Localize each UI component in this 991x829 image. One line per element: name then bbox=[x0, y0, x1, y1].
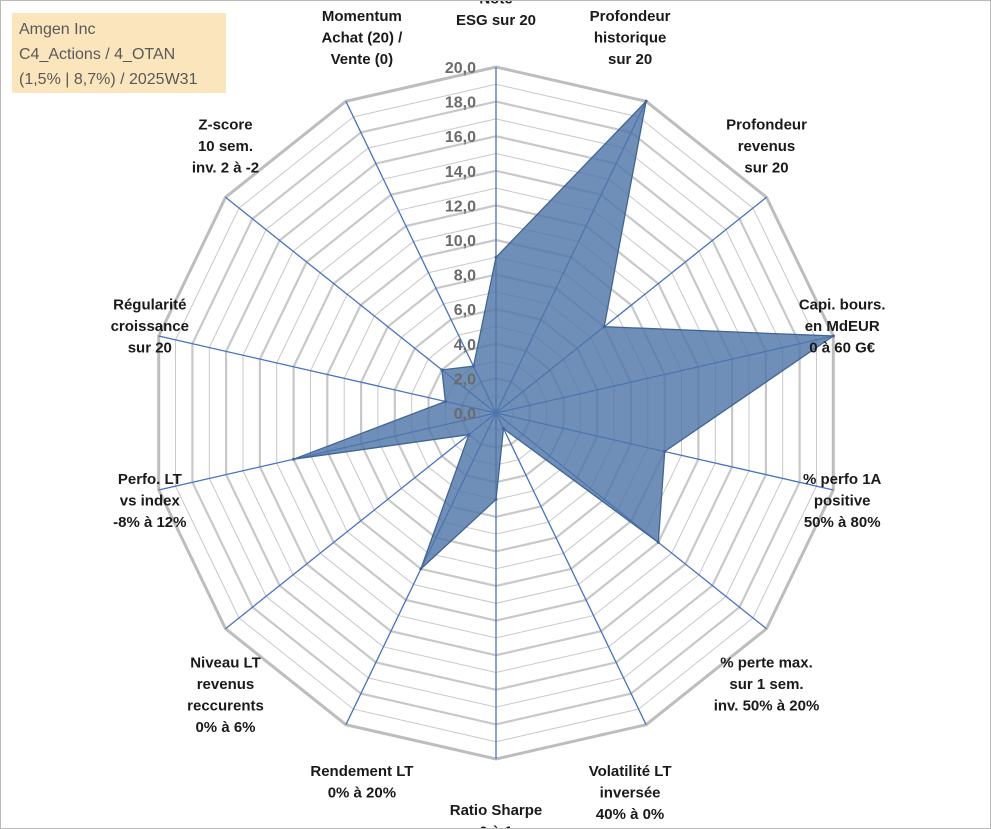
axis-label-line: inv. 2 à -2 bbox=[192, 160, 259, 177]
axis-label-line: Volatilité LT bbox=[589, 763, 672, 780]
axis-label-line: Vente (0) bbox=[331, 51, 394, 68]
axis-label-line: Z-score bbox=[198, 117, 252, 134]
axis-label-line: % perte max. bbox=[720, 654, 813, 671]
axis-spoke bbox=[158, 335, 497, 414]
series-point bbox=[467, 433, 471, 437]
tick-label: 20,0 bbox=[445, 60, 476, 77]
axis-label: Momentum Achat (20) / Vente (0) bbox=[321, 8, 403, 68]
axis-label: Profondeur historique sur 20 bbox=[590, 8, 671, 68]
axis-label-line: revenus bbox=[738, 138, 796, 155]
chart-title-period: (1,5% | 8,7%) / 2025W31 bbox=[19, 71, 198, 88]
series-point bbox=[443, 400, 447, 403]
axis-label: Perfo. LT vs index -8% à 12% bbox=[113, 471, 186, 531]
axis-label-line: -8% à 12% bbox=[113, 514, 186, 531]
tick-label: 14,0 bbox=[445, 164, 476, 181]
tick-label: 18,0 bbox=[445, 95, 476, 112]
tick-label: 2,0 bbox=[454, 371, 476, 388]
series-point bbox=[419, 567, 423, 571]
axis-spoke bbox=[225, 412, 497, 630]
axis-label-line: Profondeur bbox=[590, 8, 671, 25]
radial-tick-labels: 0,0 2,0 4,0 6,0 8,0 10,0 12,0 14,0 16,0 18,0 20,0 bbox=[445, 60, 476, 423]
axis-label-line: historique bbox=[594, 29, 667, 46]
axis-label-line: Ratio Sharpe bbox=[450, 802, 543, 819]
axis-label: % perfo 1A positive 50% à 80% bbox=[803, 471, 882, 531]
series-point bbox=[494, 255, 498, 259]
series-point bbox=[644, 99, 648, 103]
axis-spoke bbox=[345, 101, 497, 414]
axis-label-line: sur 20 bbox=[744, 160, 788, 177]
axis-label-line: ESG sur 20 bbox=[456, 12, 536, 29]
axis-label: Volatilité LT inversée 40% à 0% bbox=[589, 763, 672, 823]
axis-label-line: Profondeur bbox=[726, 117, 807, 134]
axis-label-line: 50% à 80% bbox=[804, 514, 881, 531]
axis-label-line: sur 20 bbox=[608, 51, 652, 68]
axis-label-line: sur 1 sem. bbox=[729, 676, 803, 693]
axis-label-line: revenus bbox=[197, 676, 255, 693]
axis-label-line: 0% à 20% bbox=[328, 785, 396, 802]
series-point bbox=[292, 457, 296, 461]
axis-label-line: sur 20 bbox=[128, 340, 172, 357]
axis-label-line: Rendement LT bbox=[310, 763, 413, 780]
axis-label: Z-score 10 sem. inv. 2 à -2 bbox=[192, 117, 259, 177]
axis-label-line: Capi. bours. bbox=[799, 297, 886, 314]
series-point bbox=[472, 364, 475, 368]
axis-label: Régularité croissance sur 20 bbox=[111, 297, 189, 357]
axis-spoke bbox=[495, 412, 647, 725]
axis-label: % perte max. sur 1 sem. inv. 50% à 20% bbox=[714, 654, 820, 714]
tick-label: 4,0 bbox=[454, 337, 476, 354]
axis-label-line: inv. 50% à 20% bbox=[714, 697, 820, 714]
radar-series bbox=[292, 99, 836, 571]
axis-label-line: % perfo 1A bbox=[803, 471, 882, 488]
axis-label: Ratio Sharpe 0 à 1 bbox=[450, 802, 543, 828]
axis-label-line: 0% à 6% bbox=[195, 719, 255, 736]
axis-label-line: en MdEUR bbox=[805, 318, 880, 335]
axis-label-line: 0 à 60 G€ bbox=[809, 340, 876, 357]
axis-label-line: 0 à 1 bbox=[479, 824, 512, 829]
axis-label-line: Niveau LT bbox=[190, 654, 261, 671]
chart-title-company: Amgen Inc bbox=[19, 21, 96, 38]
axis-label-line: Régularité bbox=[113, 297, 186, 314]
series-point bbox=[831, 334, 835, 338]
series-point bbox=[440, 368, 444, 372]
series-point bbox=[494, 498, 498, 501]
axis-label-line: vs index bbox=[120, 493, 181, 510]
axis-label: Niveau LT revenus reccurents 0% à 6% bbox=[187, 654, 264, 736]
axis-label-line: Note bbox=[479, 1, 512, 8]
series-point bbox=[502, 427, 505, 431]
axis-label-line: Perfo. LT bbox=[118, 471, 182, 488]
tick-label: 6,0 bbox=[454, 302, 476, 319]
axis-label: Rendement LT 0% à 20% bbox=[310, 763, 413, 802]
axis-label-line: croissance bbox=[111, 318, 189, 335]
axis-label-line: Momentum bbox=[322, 8, 402, 25]
axis-label-line: 40% à 0% bbox=[596, 806, 664, 823]
series-point bbox=[602, 325, 606, 329]
axis-label: Capi. bours. en MdEUR 0 à 60 G€ bbox=[799, 297, 886, 357]
chart-title-box: Amgen Inc C4_Actions / 4_OTAN (1,5% | 8,… bbox=[12, 13, 226, 93]
tick-label: 16,0 bbox=[445, 129, 476, 146]
axis-label-line: inversée bbox=[600, 785, 661, 802]
chart-title-category: C4_Actions / 4_OTAN bbox=[19, 46, 176, 63]
axis-labels: Note ESG sur 20 Profondeur historique sur 20… bbox=[111, 1, 886, 828]
axis-label-line: reccurents bbox=[187, 697, 264, 714]
axis-label-line: Achat (20) / bbox=[321, 29, 403, 46]
series-point bbox=[663, 450, 667, 453]
series-point bbox=[656, 540, 660, 544]
axis-label-line: 10 sem. bbox=[198, 138, 253, 155]
axis-label: Note ESG sur 20 bbox=[456, 1, 536, 29]
tick-label: 0,0 bbox=[454, 406, 476, 423]
tick-label: 10,0 bbox=[445, 233, 476, 250]
axis-label-line: positive bbox=[814, 493, 871, 510]
axis-label: Profondeur revenus sur 20 bbox=[726, 117, 807, 177]
tick-label: 12,0 bbox=[445, 198, 476, 215]
tick-label: 8,0 bbox=[454, 268, 476, 285]
